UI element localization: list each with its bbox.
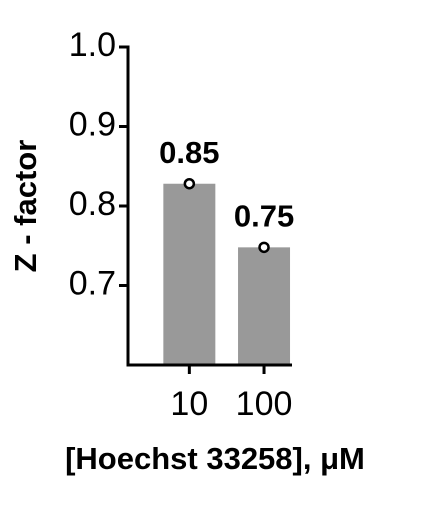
data-point <box>183 177 196 190</box>
annotation: 0.75 <box>234 199 294 234</box>
bar <box>238 247 291 365</box>
y-tick-label: 0.8 <box>69 185 116 223</box>
y-axis-label: Z - factor <box>8 140 43 273</box>
annotation: 0.85 <box>159 135 219 170</box>
bar <box>163 183 216 365</box>
data-point <box>258 241 270 254</box>
y-tick-label: 1.0 <box>69 26 116 64</box>
x-tick-label: 10 <box>170 385 208 423</box>
x-axis-label: [Hoechst 33258], μM <box>65 441 365 476</box>
y-tick-label: 0.7 <box>69 264 116 302</box>
x-tick-label: 100 <box>236 385 293 423</box>
y-tick-label: 0.9 <box>69 105 116 143</box>
